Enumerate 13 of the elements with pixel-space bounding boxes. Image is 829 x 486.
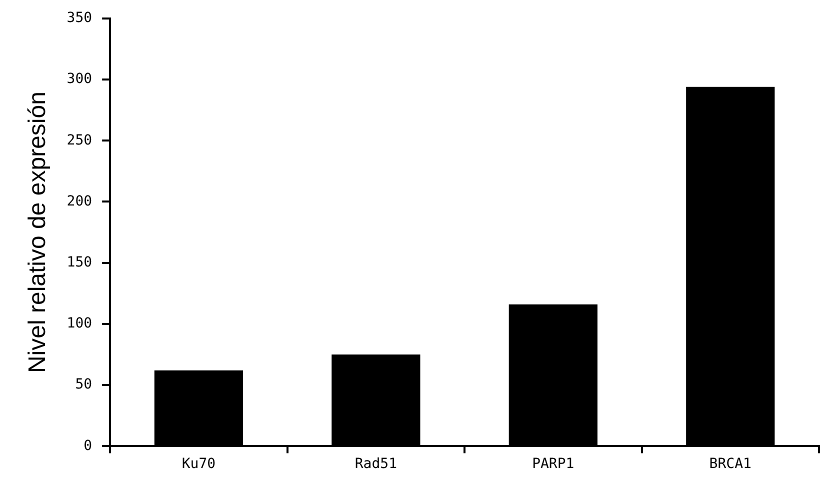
y-tick-label: 200 (66, 193, 92, 210)
y-tick-label: 250 (66, 132, 92, 148)
y-axis-title: Nivel relativo de expresión (24, 92, 52, 374)
y-tick-label: 300 (66, 71, 92, 88)
x-tick-label: BRCA1 (709, 456, 752, 472)
y-tick-label: 100 (66, 316, 92, 332)
y-tick-label: 50 (75, 376, 92, 393)
y-tick-label: 350 (66, 10, 92, 26)
x-tick-label: Ku70 (182, 456, 216, 472)
y-tick-label: 150 (66, 254, 92, 270)
x-tick-label: Rad51 (354, 456, 398, 472)
x-tick-label: PARP1 (532, 456, 574, 472)
y-tick-label: 0 (84, 438, 92, 454)
